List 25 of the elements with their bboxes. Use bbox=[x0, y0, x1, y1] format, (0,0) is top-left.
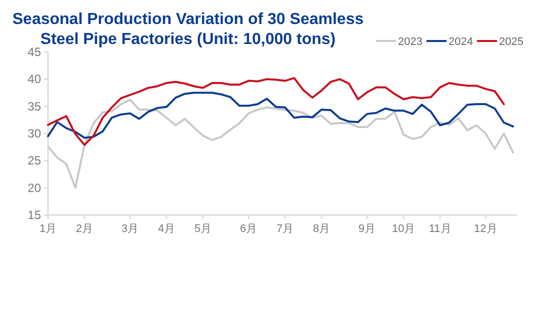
y-tick-label: 15 bbox=[28, 208, 42, 222]
x-tick-label: 8月 bbox=[312, 223, 330, 235]
x-tick-label: 12月 bbox=[474, 223, 498, 235]
y-tick-label: 30 bbox=[28, 126, 42, 140]
x-tick-label: 7月 bbox=[276, 223, 294, 235]
legend-label: 2025 bbox=[498, 36, 524, 48]
y-tick-label: 20 bbox=[28, 180, 42, 195]
x-tick-label: 10月 bbox=[392, 223, 416, 235]
x-tick-label: 11月 bbox=[428, 223, 452, 235]
line-series bbox=[47, 92, 514, 139]
line-series bbox=[47, 77, 505, 146]
x-tick-label: 2月 bbox=[76, 223, 94, 235]
y-tick-label: 35 bbox=[28, 99, 42, 114]
x-tick-label: 3月 bbox=[121, 223, 139, 235]
x-tick-label: 4月 bbox=[158, 223, 176, 235]
y-tick-label: 25 bbox=[28, 154, 42, 168]
x-tick-label: 5月 bbox=[194, 223, 212, 235]
x-tick-label: 9月 bbox=[358, 223, 376, 235]
legend-label: 2023 bbox=[398, 36, 422, 48]
chart-title: Seasonal Production Variation of 30 Seamless Steel Pipe Factories (Unit: 10,000 tons) bbox=[12, 11, 364, 48]
y-tick-label: 40 bbox=[28, 72, 42, 86]
y-tick-label: 45 bbox=[28, 45, 42, 59]
x-tick-label: 6月 bbox=[240, 223, 258, 235]
x-tick-label: 1月 bbox=[39, 223, 57, 235]
legend-label: 2024 bbox=[448, 36, 473, 48]
